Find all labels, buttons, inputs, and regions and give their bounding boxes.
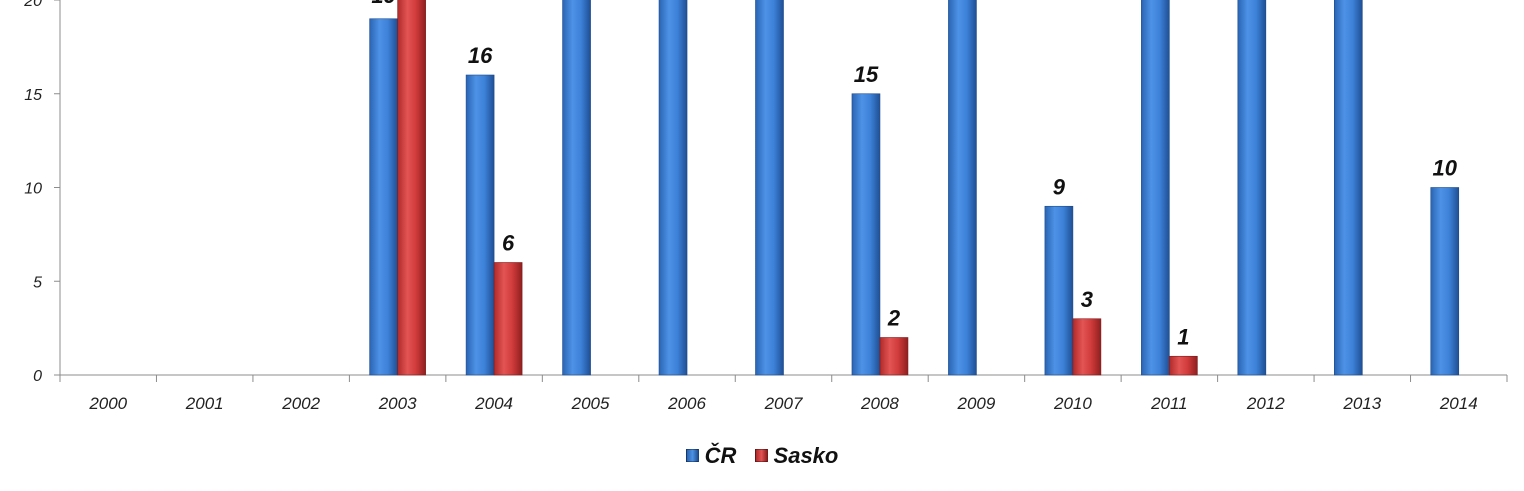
bar-cr-2006 [658, 0, 688, 376]
bar-cr-2013 [1334, 0, 1363, 376]
bar-sasko-2010 [1072, 318, 1102, 376]
data-label-sasko-2010: 3 [1081, 287, 1093, 312]
legend-item-cr: ČR [685, 443, 737, 469]
x-tick-label: 2006 [667, 394, 706, 413]
bar-cr-2011 [1141, 0, 1170, 376]
y-tick-label: 20 [23, 0, 42, 10]
axes: 0 5 10 15 20 2000 2001 2002 2003 2004 2005 2006 2007… [23, 0, 1508, 413]
bar-cr-2014 [1430, 187, 1460, 376]
x-tick-label: 2008 [860, 394, 899, 413]
data-label-cr-2008: 15 [854, 62, 879, 87]
data-label-cr-2004: 16 [468, 43, 493, 68]
bar-cr-2005 [562, 0, 591, 376]
bar-cr-2007 [755, 0, 784, 376]
bar-cr-2010 [1044, 205, 1074, 376]
x-tick-label: 2002 [281, 394, 320, 413]
bar-cr-2012 [1237, 0, 1267, 376]
bar-cr-2008 [851, 93, 881, 376]
legend-swatch-sasko [754, 449, 768, 462]
bar-sasko-2011 [1169, 355, 1198, 376]
x-tick-label: 2009 [957, 394, 996, 413]
bar-cr-2004 [465, 74, 495, 376]
y-tick-label: 15 [24, 87, 42, 104]
bar-cr-2009 [948, 0, 977, 376]
y-tick-label: 5 [33, 274, 42, 291]
data-label-cr-2003: 19 [371, 0, 396, 8]
x-tick-label: 2005 [571, 394, 610, 413]
data-label-cr-2014: 10 [1433, 156, 1458, 181]
legend-label-sasko: Sasko [773, 443, 839, 468]
data-labels: 16 15 9 10 6 2 3 1 19 [371, 0, 1457, 349]
bar-sasko-2008 [879, 337, 909, 376]
x-tick-label: 2004 [474, 394, 513, 413]
bar-sasko-2003 [397, 0, 426, 376]
x-tick-label: 2000 [88, 394, 127, 413]
bars [369, 0, 1460, 376]
x-tick-label: 2012 [1246, 394, 1285, 413]
data-label-sasko-2011: 1 [1177, 324, 1189, 349]
x-tick-label: 2001 [185, 394, 224, 413]
x-tick-label: 2010 [1053, 394, 1092, 413]
data-label-sasko-2008: 2 [887, 306, 901, 331]
x-tick-label: 2003 [378, 394, 417, 413]
x-tick-label: 2007 [764, 394, 803, 413]
bar-sasko-2004 [493, 262, 523, 376]
legend-label-cr: ČR [704, 443, 737, 468]
data-label-sasko-2004: 6 [502, 231, 515, 256]
y-tick-label: 10 [24, 181, 42, 198]
legend: ČR Sasko [0, 443, 1524, 469]
legend-swatch-cr [685, 449, 699, 462]
data-label-cr-2010: 9 [1053, 174, 1066, 199]
x-tick-label: 2013 [1342, 394, 1381, 413]
x-tick-label: 2011 [1150, 394, 1188, 413]
legend-item-sasko: Sasko [754, 443, 839, 469]
y-tick-label: 0 [33, 368, 42, 385]
x-tick-label: 2014 [1439, 394, 1478, 413]
bar-cr-2003 [369, 18, 398, 376]
